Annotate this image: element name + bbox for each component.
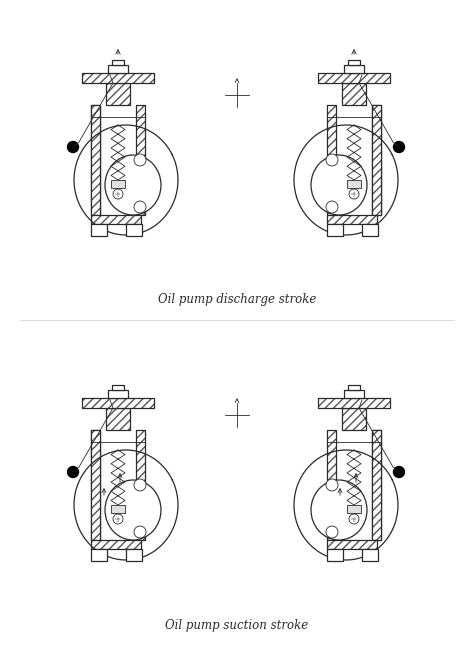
Ellipse shape bbox=[311, 155, 367, 215]
Bar bbox=[126, 224, 142, 236]
Bar bbox=[91, 549, 107, 561]
Bar bbox=[342, 83, 366, 105]
Circle shape bbox=[326, 154, 338, 166]
Bar bbox=[372, 430, 381, 540]
Ellipse shape bbox=[105, 155, 161, 215]
Bar bbox=[372, 105, 381, 215]
Bar bbox=[327, 215, 377, 224]
Bar bbox=[82, 73, 154, 83]
Bar bbox=[112, 385, 124, 390]
Circle shape bbox=[393, 466, 404, 477]
Bar bbox=[91, 430, 100, 540]
Bar bbox=[106, 408, 130, 430]
Bar bbox=[91, 224, 107, 236]
Bar bbox=[111, 505, 125, 513]
Bar bbox=[106, 408, 130, 430]
Circle shape bbox=[67, 141, 79, 152]
Bar bbox=[91, 540, 141, 549]
Bar bbox=[318, 73, 390, 83]
Bar bbox=[362, 224, 378, 236]
Bar bbox=[91, 430, 100, 540]
Bar bbox=[372, 105, 381, 215]
Bar bbox=[347, 505, 361, 513]
Text: Oil pump suction stroke: Oil pump suction stroke bbox=[165, 619, 309, 632]
Bar bbox=[91, 105, 100, 215]
Bar bbox=[91, 105, 100, 215]
Bar bbox=[126, 549, 142, 561]
Bar bbox=[106, 83, 130, 105]
Bar bbox=[348, 60, 360, 65]
Circle shape bbox=[134, 201, 146, 213]
Bar bbox=[372, 105, 381, 215]
Bar bbox=[327, 549, 343, 561]
Bar bbox=[327, 540, 377, 549]
Bar bbox=[91, 215, 141, 224]
Circle shape bbox=[113, 514, 123, 524]
Bar bbox=[327, 430, 336, 540]
Bar bbox=[112, 60, 124, 65]
Bar bbox=[91, 105, 100, 215]
Ellipse shape bbox=[105, 480, 161, 540]
Circle shape bbox=[134, 154, 146, 166]
Bar bbox=[111, 180, 125, 188]
Bar bbox=[342, 408, 366, 430]
Bar bbox=[91, 215, 141, 224]
Bar bbox=[82, 398, 154, 408]
Bar bbox=[108, 390, 128, 398]
Bar bbox=[372, 430, 381, 540]
Bar bbox=[91, 540, 141, 549]
Bar bbox=[327, 105, 336, 215]
Bar bbox=[372, 430, 381, 540]
Bar bbox=[344, 65, 364, 73]
Circle shape bbox=[349, 189, 359, 199]
Bar bbox=[108, 65, 128, 73]
Bar bbox=[318, 398, 390, 408]
Bar bbox=[91, 430, 100, 540]
Bar bbox=[327, 215, 377, 224]
Circle shape bbox=[134, 479, 146, 491]
Bar bbox=[347, 180, 361, 188]
Bar bbox=[342, 83, 366, 105]
Bar bbox=[136, 105, 145, 215]
Bar bbox=[327, 105, 336, 215]
Circle shape bbox=[67, 466, 79, 477]
Bar bbox=[136, 105, 145, 215]
Bar bbox=[372, 430, 381, 540]
Bar bbox=[327, 430, 336, 540]
Bar bbox=[91, 430, 100, 540]
Circle shape bbox=[326, 479, 338, 491]
Bar bbox=[136, 430, 145, 540]
Bar bbox=[318, 73, 390, 83]
Circle shape bbox=[349, 514, 359, 524]
Bar bbox=[344, 390, 364, 398]
Bar bbox=[318, 398, 390, 408]
Text: Oil pump discharge stroke: Oil pump discharge stroke bbox=[158, 294, 316, 307]
Bar bbox=[91, 105, 100, 215]
Bar bbox=[327, 540, 377, 549]
Circle shape bbox=[134, 526, 146, 538]
Circle shape bbox=[113, 189, 123, 199]
Bar bbox=[136, 430, 145, 540]
Bar bbox=[106, 83, 130, 105]
Bar bbox=[327, 224, 343, 236]
Bar bbox=[82, 73, 154, 83]
Bar bbox=[372, 105, 381, 215]
Bar bbox=[342, 408, 366, 430]
Circle shape bbox=[326, 201, 338, 213]
Ellipse shape bbox=[311, 480, 367, 540]
Circle shape bbox=[393, 141, 404, 152]
Bar bbox=[82, 398, 154, 408]
Bar bbox=[362, 549, 378, 561]
Bar bbox=[348, 385, 360, 390]
Circle shape bbox=[326, 526, 338, 538]
